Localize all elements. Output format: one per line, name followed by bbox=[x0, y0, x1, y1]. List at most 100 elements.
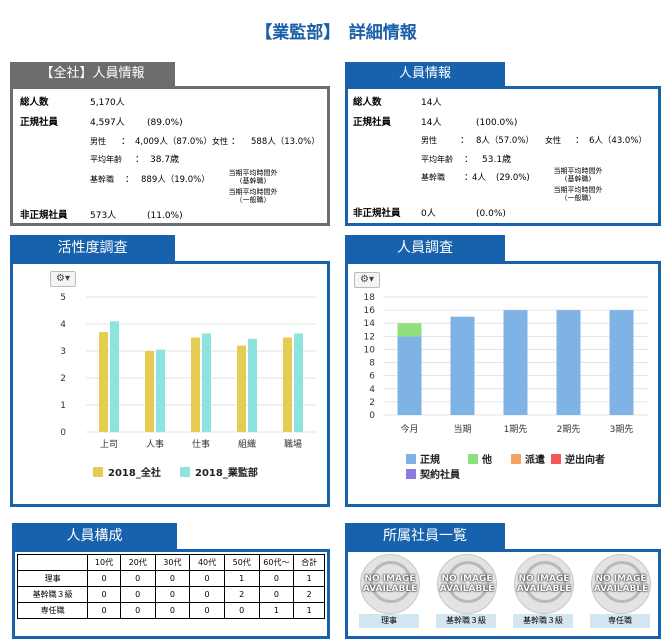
bar-dept bbox=[248, 338, 257, 432]
bar-segment bbox=[397, 323, 422, 337]
female-label: 女性 bbox=[212, 137, 228, 146]
chart-options-gear-icon[interactable]: ⚙▾ bbox=[354, 272, 380, 288]
member-photo-placeholder-icon[interactable]: NO IMAGE AVAILABLE bbox=[437, 554, 497, 614]
member-photo-placeholder-icon[interactable]: NO IMAGE AVAILABLE bbox=[360, 554, 420, 614]
total-label: 総人数 bbox=[20, 97, 49, 108]
legend-swatch bbox=[511, 454, 521, 464]
table-cell: 0 bbox=[258, 570, 295, 587]
table-header-row: 10代 20代 30代 40代 50代 60代～ 合計 bbox=[16, 554, 325, 571]
y-tick-label: 4 bbox=[60, 320, 66, 330]
table-cell bbox=[16, 554, 89, 571]
bar-dept bbox=[294, 333, 303, 432]
core-label: 基幹職 bbox=[421, 173, 445, 182]
table-cell: 1 bbox=[293, 602, 325, 619]
table-cell: 0 bbox=[87, 586, 121, 603]
table-cell: 0 bbox=[189, 570, 225, 587]
bar-company bbox=[145, 351, 154, 432]
y-tick-label: 12 bbox=[364, 332, 375, 342]
composition-panel: 10代 20代 30代 40代 50代 60代～ 合計 理事 0 0 0 0 1 0 1 基幹職３級 0 0 0 0 2… bbox=[12, 549, 330, 639]
legend-swatch bbox=[551, 454, 561, 464]
table-cell: 10代 bbox=[87, 554, 121, 571]
nonregular-pct: (0.0%) bbox=[476, 209, 506, 219]
staff-survey-tab: 人員調査 bbox=[345, 235, 505, 261]
female-label: 女性 bbox=[545, 136, 561, 145]
x-tick-label: 仕事 bbox=[192, 438, 210, 450]
dept-info-tab: 人員情報 bbox=[345, 62, 505, 86]
y-tick-label: 2 bbox=[369, 398, 375, 408]
x-tick-label: 当期 bbox=[453, 423, 471, 435]
x-tick-label: 職場 bbox=[284, 438, 302, 450]
bar-company bbox=[99, 332, 108, 432]
table-row: 専任職 0 0 0 0 0 1 1 bbox=[16, 602, 325, 619]
table-cell: 2 bbox=[223, 586, 260, 603]
staff-survey-panel: ⚙▾ 0 2 4 6 8 10 12 14 16 18 今月 当期 1期先 2期先 3期先 正規 他 派遣 逆出向者… bbox=[345, 261, 661, 507]
legend-swatch bbox=[406, 469, 416, 479]
activity-bar-chart: 0 1 2 3 4 5 上司 人事 仕事 組織 職場 2018_全社 2018_業監部 bbox=[60, 293, 316, 479]
table-cell: 0 bbox=[258, 586, 295, 603]
bar-segment bbox=[609, 310, 634, 415]
regular-pct: (100.0%) bbox=[476, 118, 518, 128]
bar-company bbox=[237, 345, 246, 432]
total-value: 5,170人 bbox=[90, 98, 125, 108]
regular-pct: (89.0%) bbox=[147, 118, 183, 128]
male-colon: ： bbox=[121, 137, 131, 147]
table-row: 基幹職３級 0 0 0 0 2 0 2 bbox=[16, 586, 325, 603]
table-cell: 2 bbox=[293, 586, 325, 603]
table-cell: 0 bbox=[119, 570, 156, 587]
female-value: 6人（43.0%） bbox=[589, 136, 647, 146]
regular-value: 14人 bbox=[421, 118, 442, 128]
table-cell: 基幹職３級 bbox=[16, 586, 89, 603]
regular-label: 正規社員 bbox=[353, 117, 392, 128]
composition-tab: 人員構成 bbox=[12, 523, 177, 549]
age-label: 平均年齢 bbox=[421, 155, 453, 164]
no-image-text: NO IMAGE AVAILABLE bbox=[439, 574, 495, 594]
male-label: 男性 bbox=[90, 137, 106, 146]
no-image-text: NO IMAGE AVAILABLE bbox=[362, 574, 418, 594]
male-value: 4,009人（87.0%） bbox=[135, 137, 212, 147]
y-tick-label: 14 bbox=[364, 319, 376, 329]
no-image-text: NO IMAGE AVAILABLE bbox=[593, 574, 649, 594]
core-colon: ： bbox=[464, 173, 474, 183]
x-tick-label: 2期先 bbox=[557, 423, 581, 435]
nonregular-label: 非正規社員 bbox=[20, 210, 68, 221]
x-tick-label: 今月 bbox=[400, 423, 418, 435]
y-tick-label: 3 bbox=[60, 347, 66, 357]
member-photo-placeholder-icon[interactable]: NO IMAGE AVAILABLE bbox=[591, 554, 651, 614]
bar-segment bbox=[556, 310, 581, 415]
total-value: 14人 bbox=[421, 98, 442, 108]
table-cell: 40代 bbox=[189, 554, 225, 571]
legend-label: 2018_全社 bbox=[108, 466, 161, 479]
age-label: 平均年齢 bbox=[90, 155, 122, 164]
nonregular-label: 非正規社員 bbox=[353, 208, 401, 219]
bar-company bbox=[283, 337, 292, 432]
composition-table: 10代 20代 30代 40代 50代 60代～ 合計 理事 0 0 0 0 1 0 1 基幹職３級 0 0 0 0 2… bbox=[16, 554, 325, 619]
activity-survey-tab: 活性度調査 bbox=[10, 235, 175, 261]
age-colon: ： bbox=[135, 155, 145, 165]
chart-options-gear-icon[interactable]: ⚙▾ bbox=[50, 271, 76, 287]
table-cell: 0 bbox=[223, 602, 260, 619]
table-cell: 30代 bbox=[154, 554, 191, 571]
legend-label: 正規 bbox=[420, 453, 440, 466]
y-tick-label: 5 bbox=[60, 293, 66, 303]
member-photo-placeholder-icon[interactable]: NO IMAGE AVAILABLE bbox=[514, 554, 574, 614]
total-label: 総人数 bbox=[353, 97, 382, 108]
member-role-label: 理事 bbox=[359, 614, 419, 628]
male-label: 男性 bbox=[421, 136, 437, 145]
core-pct: (29.0%) bbox=[496, 173, 530, 183]
y-tick-label: 4 bbox=[369, 385, 375, 395]
nonregular-pct: (11.0%) bbox=[147, 211, 183, 221]
bar-segment bbox=[397, 336, 422, 415]
female-value: 588人（13.0%） bbox=[251, 137, 320, 147]
activity-survey-panel: ⚙▾ 0 1 2 3 4 5 上司 人事 仕事 組織 職場 2018_全社 2018_業監部 bbox=[10, 261, 330, 507]
table-cell: 専任職 bbox=[16, 602, 89, 619]
bar-dept bbox=[110, 321, 119, 432]
x-tick-label: 上司 bbox=[100, 439, 118, 450]
male-value: 8人（57.0%） bbox=[476, 136, 534, 146]
y-tick-label: 2 bbox=[60, 374, 66, 384]
table-cell: 1 bbox=[223, 570, 260, 587]
regular-value: 4,597人 bbox=[90, 118, 125, 128]
table-cell: 1 bbox=[293, 570, 325, 587]
table-cell: 0 bbox=[154, 602, 191, 619]
table-cell: 0 bbox=[154, 570, 191, 587]
